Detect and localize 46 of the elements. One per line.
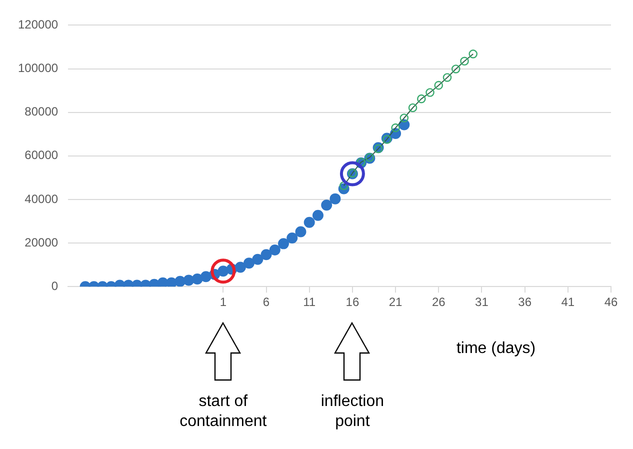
text: start of containment <box>178 392 268 432</box>
y-tick-label: 60000 <box>24 148 58 162</box>
text: inflection point <box>320 392 386 432</box>
point <box>295 226 306 238</box>
x-tick-label: 16 <box>346 295 360 310</box>
point <box>416 94 426 104</box>
x-tick-label: 41 <box>561 295 575 310</box>
point <box>426 88 434 97</box>
x-tick-label: 6 <box>262 295 270 310</box>
y-tick-label: 40000 <box>24 192 58 206</box>
x-tick-label: 21 <box>388 295 403 310</box>
point <box>321 200 332 211</box>
point <box>269 244 280 256</box>
y-tick-label: 100000 <box>18 61 58 76</box>
point <box>460 56 469 66</box>
point <box>286 232 298 244</box>
point <box>234 262 246 273</box>
x-tick-label: 31 <box>475 295 489 310</box>
point <box>260 249 272 260</box>
x-tick-label: 26 <box>432 295 446 310</box>
point <box>468 50 478 58</box>
point <box>408 103 418 112</box>
x-axis-title: time (days) <box>456 340 536 358</box>
point <box>192 273 203 284</box>
point <box>174 276 186 287</box>
x-tick-label: 1 <box>220 295 227 310</box>
x-tick-label: 11 <box>303 295 316 310</box>
point <box>330 193 341 204</box>
point <box>442 73 452 82</box>
y-tick-label: 0 <box>51 278 58 293</box>
y-tick-label: 20000 <box>24 235 58 250</box>
y-tick-label: 120000 <box>18 18 58 32</box>
point <box>312 210 324 221</box>
point <box>278 238 289 250</box>
point <box>451 64 460 74</box>
point <box>391 123 400 132</box>
point <box>434 80 444 90</box>
point <box>183 274 194 286</box>
x-tick-label: 36 <box>518 295 532 310</box>
point <box>304 216 315 228</box>
point <box>200 271 212 282</box>
y-tick-label: 80000 <box>24 104 58 119</box>
point <box>400 114 409 122</box>
point <box>252 254 264 265</box>
point <box>244 258 255 269</box>
x-tick-label: 46 <box>604 295 618 310</box>
